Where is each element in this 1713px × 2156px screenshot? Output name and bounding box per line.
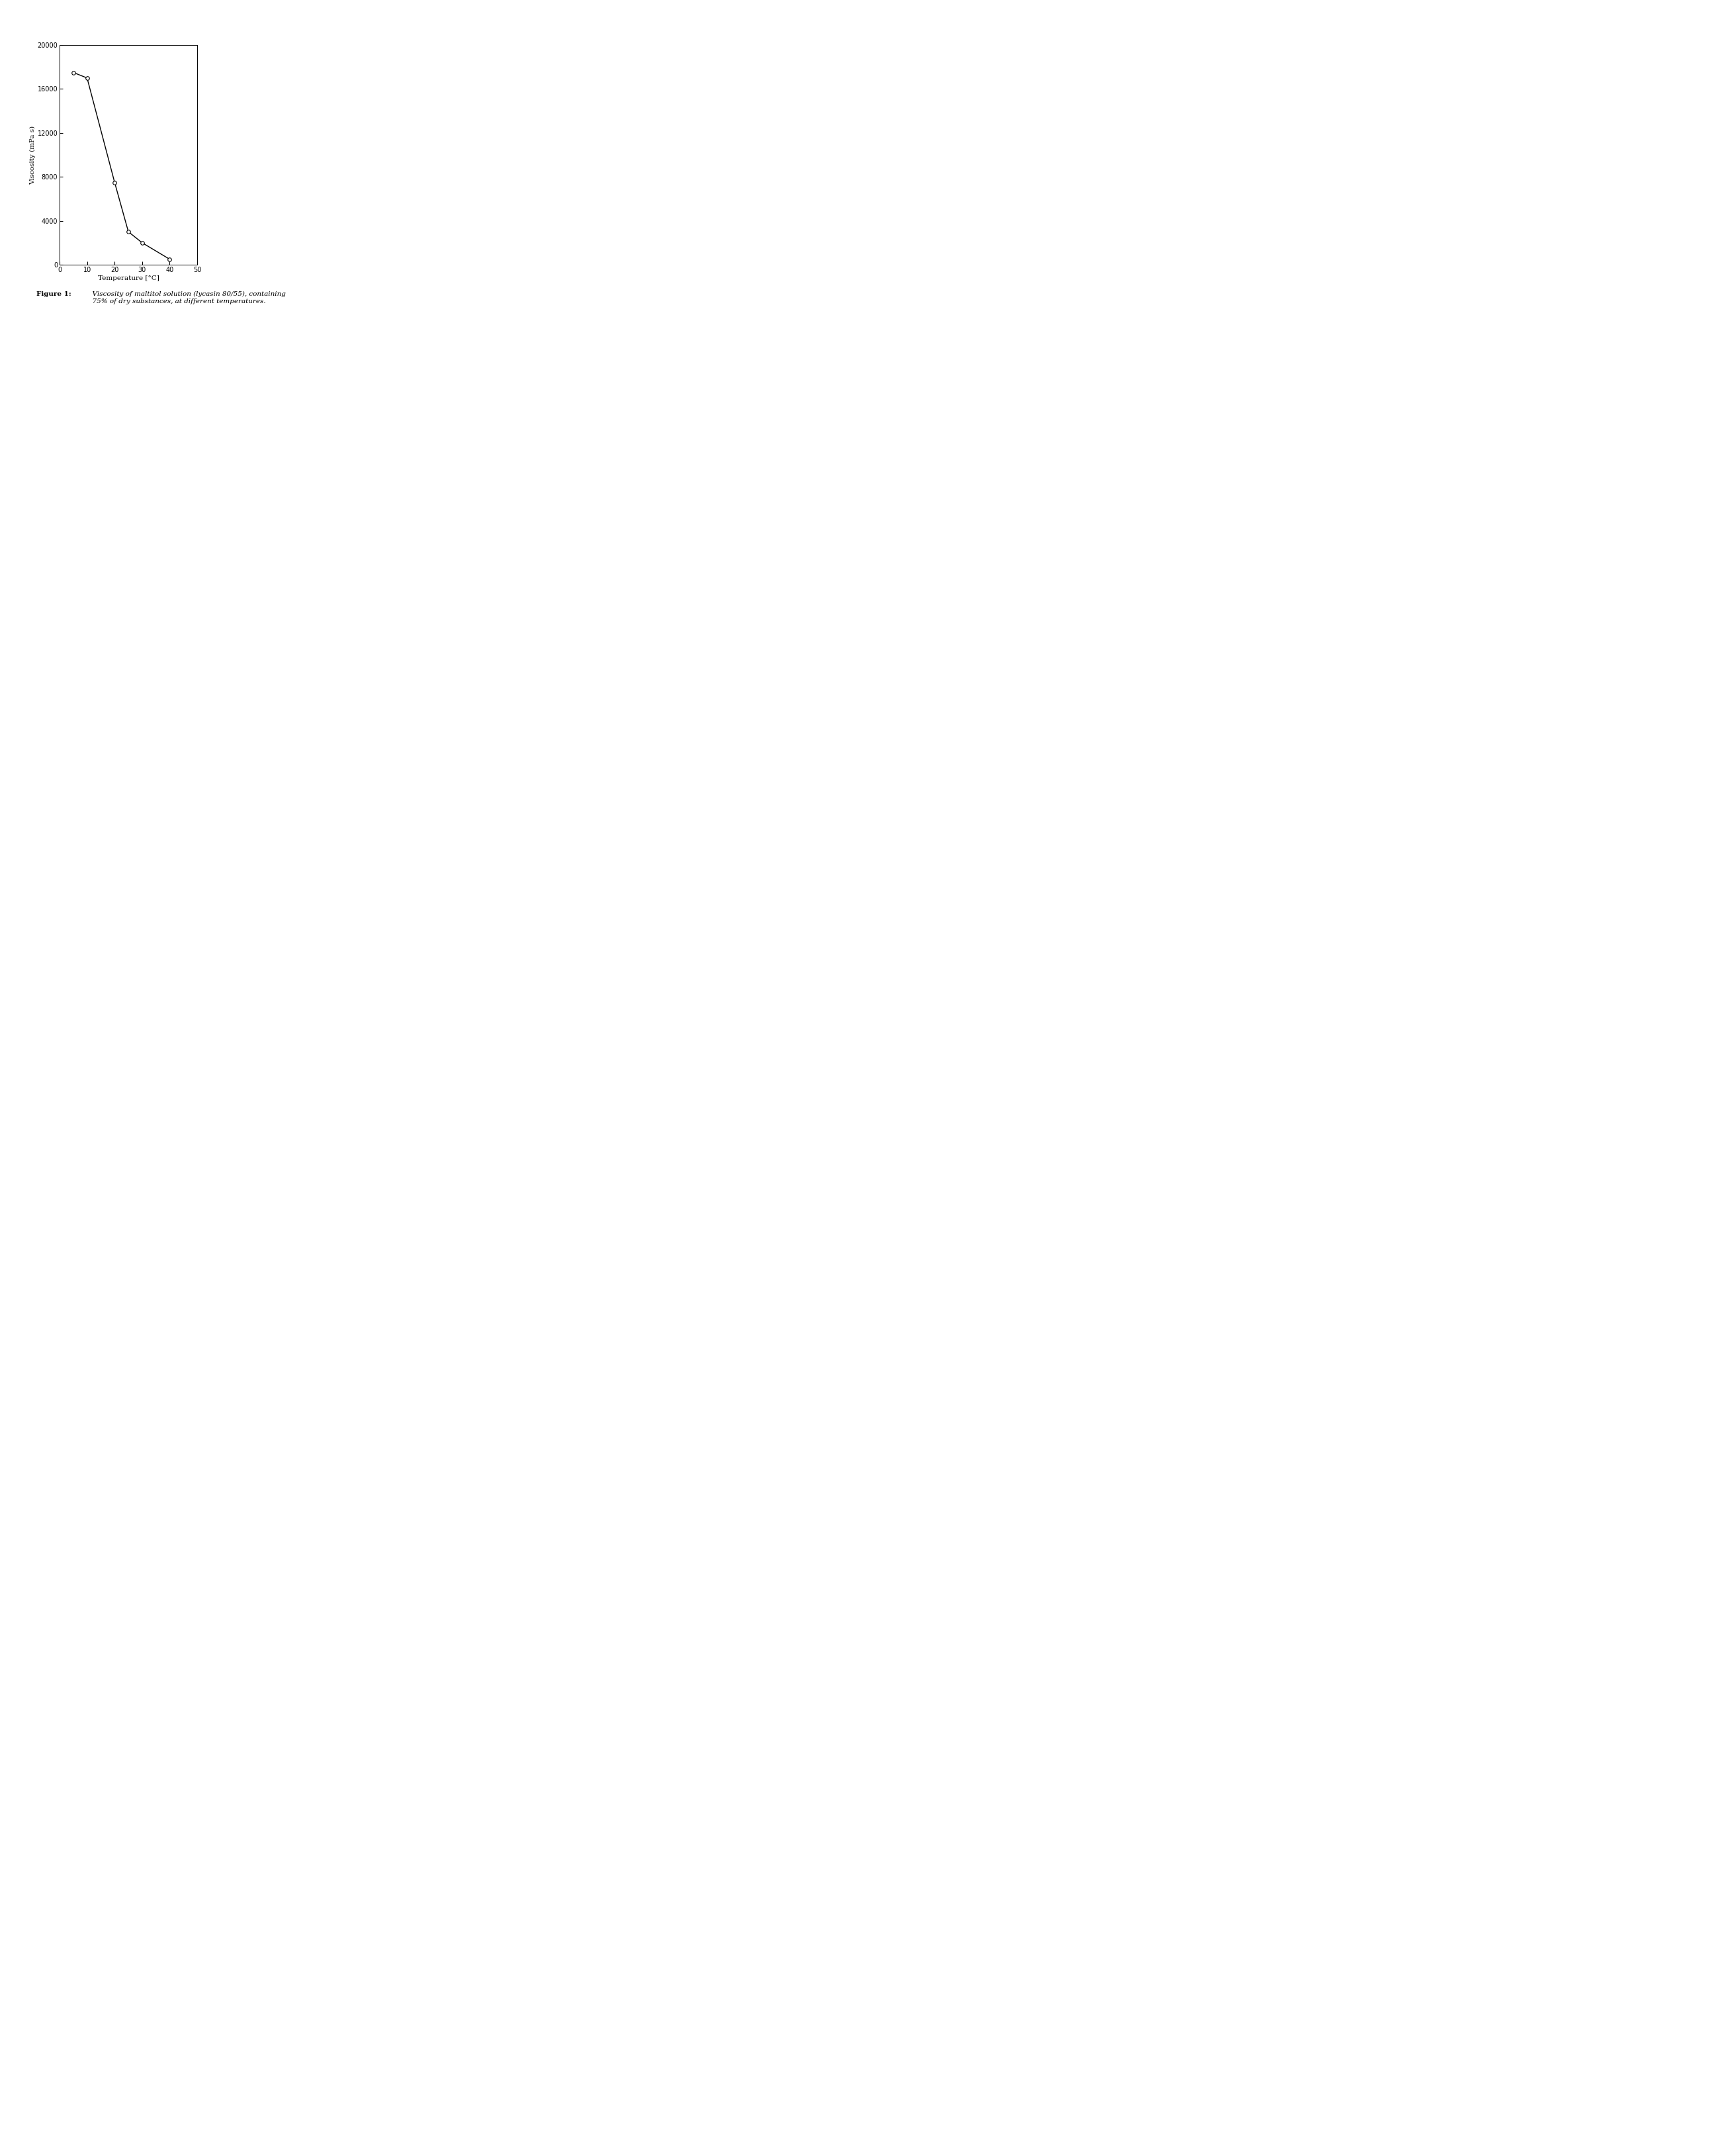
X-axis label: Temperature [°C]: Temperature [°C] — [98, 276, 159, 280]
Y-axis label: Viscosity (mPa s): Viscosity (mPa s) — [29, 125, 36, 185]
Text: Viscosity of maltitol solution (lycasin 80/55), containing
  75% of dry substanc: Viscosity of maltitol solution (lycasin … — [87, 291, 286, 304]
Text: Figure 1:: Figure 1: — [36, 291, 72, 298]
